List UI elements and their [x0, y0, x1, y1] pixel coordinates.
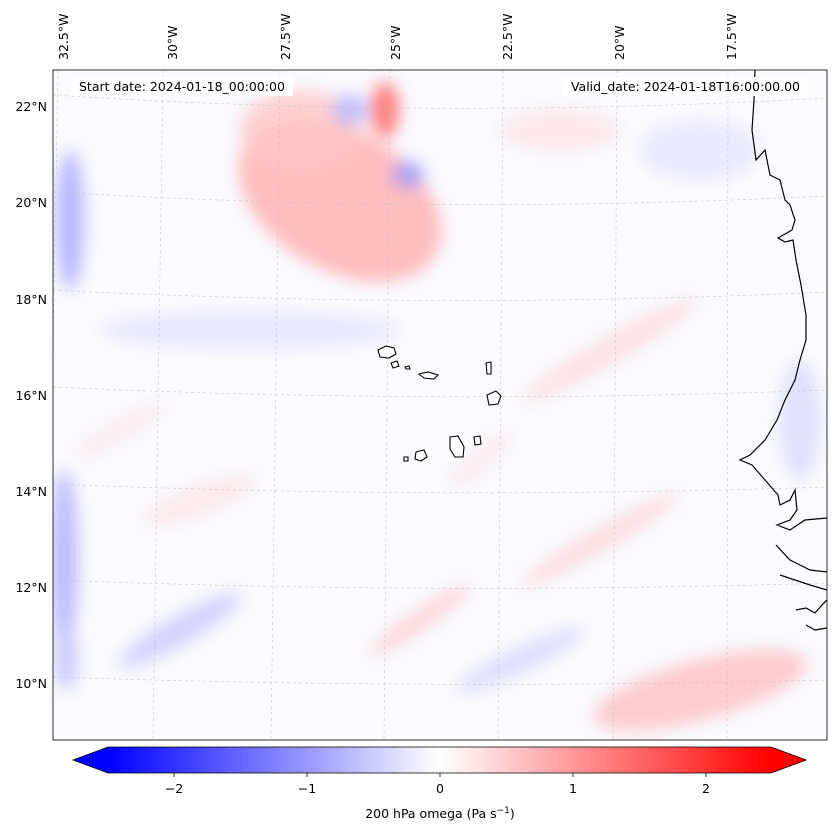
island-sao-nicolau: [417, 371, 440, 380]
colorbar-extend-left: [73, 747, 108, 773]
colorbar-gradient: [108, 747, 771, 773]
graticule: [53, 70, 827, 740]
lon-label-32-5w: 32.5°W: [56, 14, 71, 60]
colorbar-tick-2: 2: [702, 781, 710, 796]
island-santiago: [449, 435, 465, 458]
colorbar-tick-1: 1: [569, 781, 577, 796]
colorbar-title-exponent: −1: [496, 806, 510, 816]
lat-label-10n: 10°N: [15, 676, 47, 691]
island-fogo: [414, 449, 428, 462]
island-santo-antao: [377, 345, 397, 359]
lon-label-22-5w: 22.5°W: [500, 14, 515, 60]
island-brava: [403, 456, 409, 462]
start-date-label: Start date: 2024-01-18_00:00:00: [71, 77, 293, 96]
lat-label-12n: 12°N: [15, 580, 47, 595]
latitude-labels: 22°N 20°N 18°N 16°N 14°N 12°N 10°N: [15, 99, 47, 691]
colorbar-title: 200 hPa omega (Pa s−1): [0, 806, 837, 821]
colorbar: −2 −1 0 1 2: [71, 746, 808, 796]
lon-label-27-5w: 27.5°W: [278, 14, 293, 60]
valid-date-label: Valid_date: 2024-01-18T16:00:00.00: [562, 77, 808, 96]
omega-field: [53, 82, 820, 731]
lon-label-30w: 30°W: [165, 25, 180, 60]
island-santa-luzia: [404, 365, 411, 370]
lon-label-17-5w: 17.5°W: [724, 14, 739, 60]
colorbar-tick-neg1: −1: [298, 781, 316, 796]
longitude-labels: 32.5°W 30°W 27.5°W 25°W 22.5°W 20°W 17.5…: [56, 14, 739, 60]
colorbar-title-suffix: ): [509, 806, 515, 822]
lat-label-20n: 20°N: [15, 195, 47, 210]
colorbar-tick-neg2: −2: [165, 781, 183, 796]
lat-label-18n: 18°N: [15, 292, 47, 307]
island-sal: [485, 361, 492, 375]
lat-label-16n: 16°N: [15, 388, 47, 403]
island-boa-vista: [486, 390, 502, 406]
colorbar-extend-right: [771, 747, 806, 773]
lon-label-25w: 25°W: [388, 25, 403, 60]
island-maio: [473, 435, 482, 446]
colorbar-ticks: [173, 773, 707, 777]
map-panel: [52, 69, 828, 741]
lat-label-22n: 22°N: [15, 99, 47, 114]
lon-label-20w: 20°W: [612, 25, 627, 60]
cabo-verde-islands: [377, 345, 502, 462]
lat-label-14n: 14°N: [15, 484, 47, 499]
island-sao-vicente: [390, 360, 400, 369]
colorbar-title-prefix: 200 hPa omega (Pa s: [365, 806, 497, 822]
colorbar-tick-0: 0: [436, 781, 444, 796]
african-coastline: [738, 70, 827, 631]
